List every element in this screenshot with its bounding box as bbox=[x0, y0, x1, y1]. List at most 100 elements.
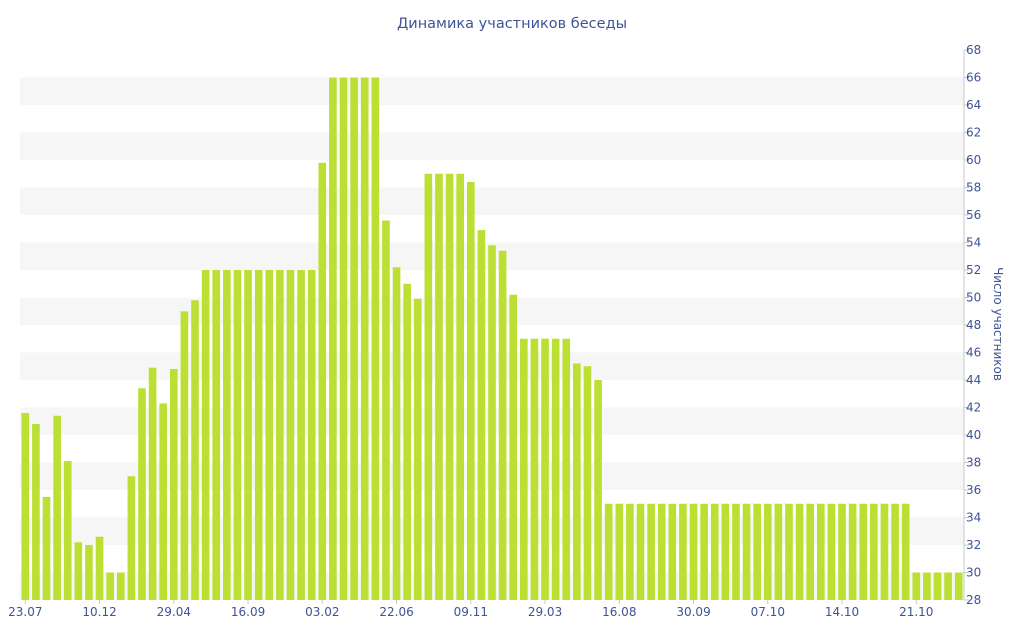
bar bbox=[329, 77, 337, 600]
y-tick-label: 56 bbox=[966, 208, 981, 222]
bar bbox=[594, 380, 602, 600]
bar bbox=[169, 369, 178, 600]
bar bbox=[944, 572, 952, 600]
bar bbox=[912, 572, 921, 600]
bar bbox=[265, 270, 274, 600]
bar-series bbox=[21, 77, 963, 601]
x-tick-label: 29.03 bbox=[528, 605, 562, 619]
bar bbox=[520, 338, 528, 600]
grid-band bbox=[20, 77, 964, 105]
bar bbox=[53, 415, 61, 600]
bar bbox=[923, 572, 931, 600]
bar bbox=[318, 162, 327, 600]
bar bbox=[679, 503, 687, 600]
x-tick-label: 07.10 bbox=[751, 605, 785, 619]
bar bbox=[21, 413, 30, 600]
x-tick-label: 30.09 bbox=[676, 605, 710, 619]
y-tick-label: 66 bbox=[966, 71, 981, 85]
bar bbox=[933, 572, 942, 600]
y-tick-label: 54 bbox=[966, 236, 981, 250]
x-tick-label: 14.10 bbox=[825, 605, 859, 619]
bar bbox=[32, 424, 40, 600]
bar bbox=[689, 503, 698, 600]
bar bbox=[360, 77, 369, 600]
bar bbox=[159, 403, 168, 601]
y-tick-label: 28 bbox=[966, 593, 981, 607]
y-tick-label: 32 bbox=[966, 538, 981, 552]
bar bbox=[276, 270, 284, 600]
bar bbox=[201, 270, 210, 600]
x-tick-label: 22.06 bbox=[379, 605, 413, 619]
bar bbox=[148, 367, 157, 601]
bar bbox=[742, 503, 751, 600]
y-tick-label: 30 bbox=[966, 566, 981, 580]
bar bbox=[223, 270, 231, 600]
bar bbox=[127, 476, 136, 600]
bar bbox=[816, 503, 825, 600]
x-axis: 23.07 10.12 29.04 16.09 03.02 22.06 09.11 29.03… bbox=[8, 600, 933, 619]
x-tick-label: 03.02 bbox=[305, 605, 339, 619]
bar bbox=[244, 270, 252, 600]
bar bbox=[880, 503, 889, 600]
bar bbox=[63, 461, 72, 601]
x-tick-label: 09.11 bbox=[454, 605, 488, 619]
y-tick-label: 48 bbox=[966, 318, 981, 332]
bar bbox=[668, 503, 677, 600]
bar bbox=[806, 503, 815, 600]
x-tick-label: 10.12 bbox=[82, 605, 116, 619]
bar bbox=[74, 542, 83, 600]
y-tick-label: 64 bbox=[966, 98, 981, 112]
bar bbox=[891, 503, 899, 600]
bar bbox=[445, 173, 454, 600]
bar bbox=[785, 503, 793, 600]
bar bbox=[604, 503, 613, 600]
bar bbox=[435, 173, 443, 600]
bar bbox=[541, 338, 549, 600]
bar bbox=[827, 503, 836, 600]
bar bbox=[371, 77, 380, 600]
bar bbox=[615, 503, 624, 600]
bar bbox=[647, 503, 655, 600]
bar bbox=[350, 77, 358, 600]
bar bbox=[901, 503, 910, 600]
y-tick-label: 62 bbox=[966, 126, 981, 140]
y-tick-label: 42 bbox=[966, 401, 981, 415]
y-tick-label: 52 bbox=[966, 263, 981, 277]
y-tick-label: 68 bbox=[966, 43, 981, 57]
bar bbox=[297, 270, 305, 600]
bar bbox=[954, 572, 963, 600]
bar bbox=[488, 245, 496, 600]
bar bbox=[233, 270, 242, 600]
bar bbox=[848, 503, 857, 600]
bar bbox=[254, 270, 263, 600]
bar bbox=[870, 503, 878, 600]
bar bbox=[382, 220, 390, 600]
bar bbox=[95, 536, 104, 600]
bar bbox=[583, 366, 592, 600]
bar bbox=[774, 503, 783, 600]
bar bbox=[413, 298, 422, 601]
bar bbox=[138, 388, 146, 600]
x-tick-label: 21.10 bbox=[899, 605, 933, 619]
grid-band bbox=[20, 187, 964, 215]
bar bbox=[753, 503, 761, 600]
y-tick-label: 60 bbox=[966, 153, 981, 167]
bar bbox=[339, 77, 348, 600]
bar bbox=[509, 294, 518, 600]
bar bbox=[392, 267, 401, 600]
bar bbox=[763, 503, 772, 600]
x-tick-label: 29.04 bbox=[157, 605, 191, 619]
bar bbox=[530, 338, 539, 600]
bar bbox=[838, 503, 846, 600]
bar bbox=[424, 173, 433, 600]
y-tick-label: 46 bbox=[966, 346, 981, 360]
bar bbox=[626, 503, 634, 600]
chart-title: Динамика участников беседы bbox=[397, 16, 627, 32]
y-axis-label: Число участников bbox=[991, 267, 1005, 381]
bar bbox=[307, 270, 316, 600]
y-tick-label: 38 bbox=[966, 456, 981, 470]
x-tick-label: 16.08 bbox=[602, 605, 636, 619]
bar bbox=[573, 363, 581, 600]
bar bbox=[85, 545, 93, 600]
